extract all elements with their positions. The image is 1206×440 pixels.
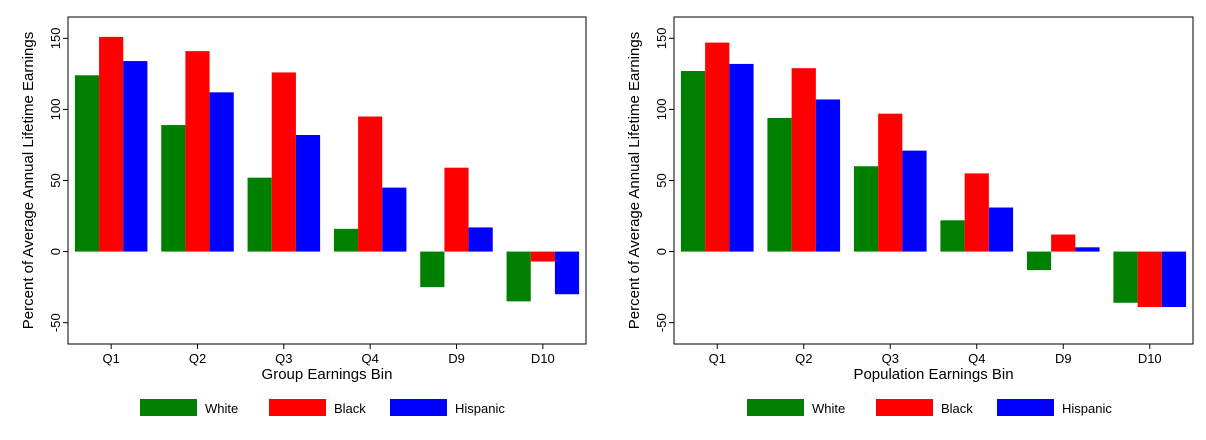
legend-swatch [876, 399, 933, 416]
x-tick-label: D10 [1138, 351, 1162, 366]
x-tick-label: D9 [1055, 351, 1072, 366]
x-tick-label: Q1 [709, 351, 726, 366]
y-axis-title: Percent of Average Annual Lifetime Earni… [20, 32, 37, 329]
bar-white-q4 [940, 220, 965, 252]
y-tick-label: 100 [654, 99, 669, 121]
bar-white-q3 [247, 177, 272, 252]
bar-black-q4 [358, 116, 383, 252]
x-tick-label: D10 [531, 351, 555, 366]
bar-hispanic-d10 [1161, 251, 1187, 308]
bar-hispanic-q2 [815, 99, 841, 252]
legend-label: White [205, 401, 238, 416]
x-tick-label: Q3 [882, 351, 899, 366]
bar-white-q1 [680, 71, 706, 252]
legend-swatch [140, 399, 197, 416]
legend-item-hispanic: Hispanic [997, 399, 1112, 416]
bar-hispanic-q3 [902, 150, 927, 252]
bar-black-q3 [878, 113, 903, 252]
legend-item-white: White [140, 399, 238, 416]
legend-item-black: Black [269, 399, 366, 416]
bar-black-q4 [964, 173, 989, 252]
bar-black-d10 [1137, 251, 1162, 308]
legend-label: Hispanic [455, 401, 505, 416]
bar-white-q4 [333, 228, 359, 252]
x-axis-title: Population Earnings Bin [853, 366, 1013, 383]
y-tick-label: -50 [48, 313, 63, 332]
bar-hispanic-d9 [1075, 247, 1100, 252]
legend: White Black Hispanic [747, 399, 1112, 416]
bar-white-q1 [74, 75, 100, 252]
legend-item-white: White [747, 399, 845, 416]
legend: White Black Hispanic [140, 399, 505, 416]
x-tick-label: Q1 [102, 351, 119, 366]
legend-label: Hispanic [1062, 401, 1112, 416]
bar-hispanic-q2 [209, 92, 234, 252]
legend-label: White [812, 401, 845, 416]
legend-label: Black [941, 401, 973, 416]
bar-black-d9 [444, 167, 469, 252]
y-tick-label: 0 [48, 248, 63, 255]
bar-white-q2 [161, 125, 186, 252]
legend-swatch [269, 399, 326, 416]
bar-white-q2 [767, 117, 792, 252]
x-tick-label: Q2 [189, 351, 206, 366]
bar-white-d10 [506, 251, 531, 302]
legend-swatch [747, 399, 804, 416]
bar-black-d9 [1051, 234, 1076, 252]
x-tick-label: Q4 [968, 351, 985, 366]
bar-hispanic-q1 [123, 61, 148, 252]
x-tick-label: D9 [448, 351, 465, 366]
legend-swatch [390, 399, 447, 416]
legend-label: Black [334, 401, 366, 416]
y-axis-title: Percent of Average Annual Lifetime Earni… [626, 32, 643, 329]
bar-hispanic-d9 [468, 227, 493, 252]
bar-hispanic-q1 [729, 63, 754, 252]
bar-hispanic-q3 [295, 135, 321, 252]
bar-white-q3 [853, 166, 879, 252]
y-tick-label: 50 [654, 173, 669, 187]
bar-black-q1 [99, 36, 124, 252]
bar-black-q1 [705, 42, 730, 252]
bar-black-q3 [271, 72, 296, 252]
y-tick-label: 100 [48, 99, 63, 121]
bar-hispanic-q4 [988, 207, 1014, 252]
chart-panel-1: -50 0 50 100 150 Q1 Q2 Q3 Q4 D9 D10 Group Earnings … [20, 16, 587, 416]
bar-hispanic-q4 [382, 187, 407, 252]
bar-white-d9 [420, 251, 445, 288]
bar-white-d9 [1026, 251, 1052, 271]
y-tick-label: 150 [654, 27, 669, 49]
x-axis-title: Group Earnings Bin [262, 366, 393, 383]
bar-black-d10 [530, 251, 555, 262]
x-tick-label: Q3 [275, 351, 292, 366]
y-tick-label: 50 [48, 173, 63, 187]
legend-swatch [997, 399, 1054, 416]
chart-panel-2: -50 0 50 100 150 Q1 Q2 Q3 Q4 D9 D10 Population Earn… [626, 16, 1194, 416]
bar-black-q2 [185, 51, 210, 252]
legend-item-black: Black [876, 399, 973, 416]
legend-item-hispanic: Hispanic [390, 399, 505, 416]
y-tick-label: 0 [654, 248, 669, 255]
bar-hispanic-d10 [554, 251, 580, 295]
y-tick-label: -50 [654, 313, 669, 332]
bar-white-d10 [1113, 251, 1138, 303]
x-tick-label: Q4 [361, 351, 378, 366]
x-tick-label: Q2 [795, 351, 812, 366]
bar-black-q2 [791, 68, 816, 252]
y-tick-label: 150 [48, 27, 63, 49]
